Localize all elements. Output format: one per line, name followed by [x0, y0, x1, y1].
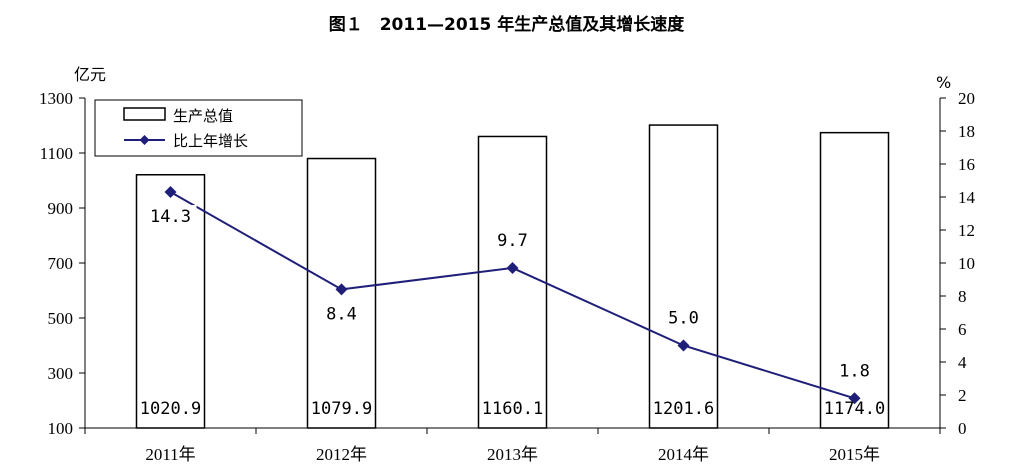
legend-marker-swatch [139, 135, 150, 145]
line-label-bg [657, 306, 710, 329]
left-tick-label: 500 [48, 309, 74, 328]
line-label-bg [828, 359, 881, 382]
line-series-group [164, 186, 861, 405]
legend-bar-swatch [123, 107, 166, 121]
bar-value-label: 1020.9 [140, 399, 201, 419]
right-tick-label: 6 [958, 320, 967, 339]
bar-value-label: 1174.0 [824, 399, 885, 419]
right-tick-label: 18 [958, 122, 975, 141]
bar-value-label: 1079.9 [311, 399, 372, 419]
right-axis-unit: % [936, 73, 951, 92]
line-point-marker [164, 186, 177, 199]
left-tick-label: 900 [48, 199, 74, 218]
bar [477, 135, 548, 429]
line-point-marker [677, 339, 690, 352]
left-tick-label: 700 [48, 254, 74, 273]
line-value-label: 9.7 [497, 231, 528, 251]
right-tick-label: 16 [958, 155, 975, 174]
bar-value-label: 1160.1 [482, 399, 543, 419]
right-tick-label: 12 [958, 221, 975, 240]
right-tick-label: 0 [958, 419, 967, 438]
left-tick-label: 1300 [39, 89, 73, 108]
x-tick-label: 2012年 [316, 445, 367, 464]
right-tick-label: 20 [958, 89, 975, 108]
chart-title: 图１ 2011—2015 年生产总值及其增长速度 [328, 15, 685, 35]
data-labels-group: 1020.9 1079.9 1160.1 1201.6 1174.0 14.3 8.4 9.7… [140, 205, 885, 419]
right-tick-label: 2 [958, 386, 967, 405]
left-tick-label: 300 [48, 364, 74, 383]
bar-value-label: 1201.6 [653, 399, 714, 419]
left-axis-unit: 亿元 [74, 65, 106, 84]
right-tick-label: 8 [958, 287, 967, 306]
legend-label-line: 比上年增长 [173, 132, 248, 150]
line-value-label: 1.8 [839, 361, 870, 381]
right-tick-label: 4 [958, 353, 967, 372]
x-tick-label: 2015年 [829, 445, 880, 464]
line-label-bg [315, 302, 368, 325]
bars-group [135, 124, 890, 429]
x-tick-label: 2014年 [658, 445, 709, 464]
legend-label-bar: 生产总值 [173, 107, 233, 125]
line-label-bg [486, 228, 539, 251]
left-tick-label: 1100 [40, 144, 73, 163]
left-tick-label: 100 [48, 419, 74, 438]
line-value-label: 5.0 [668, 309, 699, 329]
bar [648, 124, 719, 429]
right-tick-label: 10 [958, 254, 975, 273]
line-value-label: 8.4 [326, 304, 357, 324]
line-value-label: 14.3 [150, 207, 191, 227]
right-tick-label: 14 [958, 188, 976, 207]
x-tick-label: 2013年 [487, 445, 538, 464]
x-tick-label: 2011年 [145, 445, 195, 464]
line-point-marker [848, 392, 861, 405]
line-point-marker [335, 283, 348, 296]
line-point-marker [506, 261, 519, 274]
bar [819, 131, 890, 429]
line-label-bg [144, 205, 197, 228]
